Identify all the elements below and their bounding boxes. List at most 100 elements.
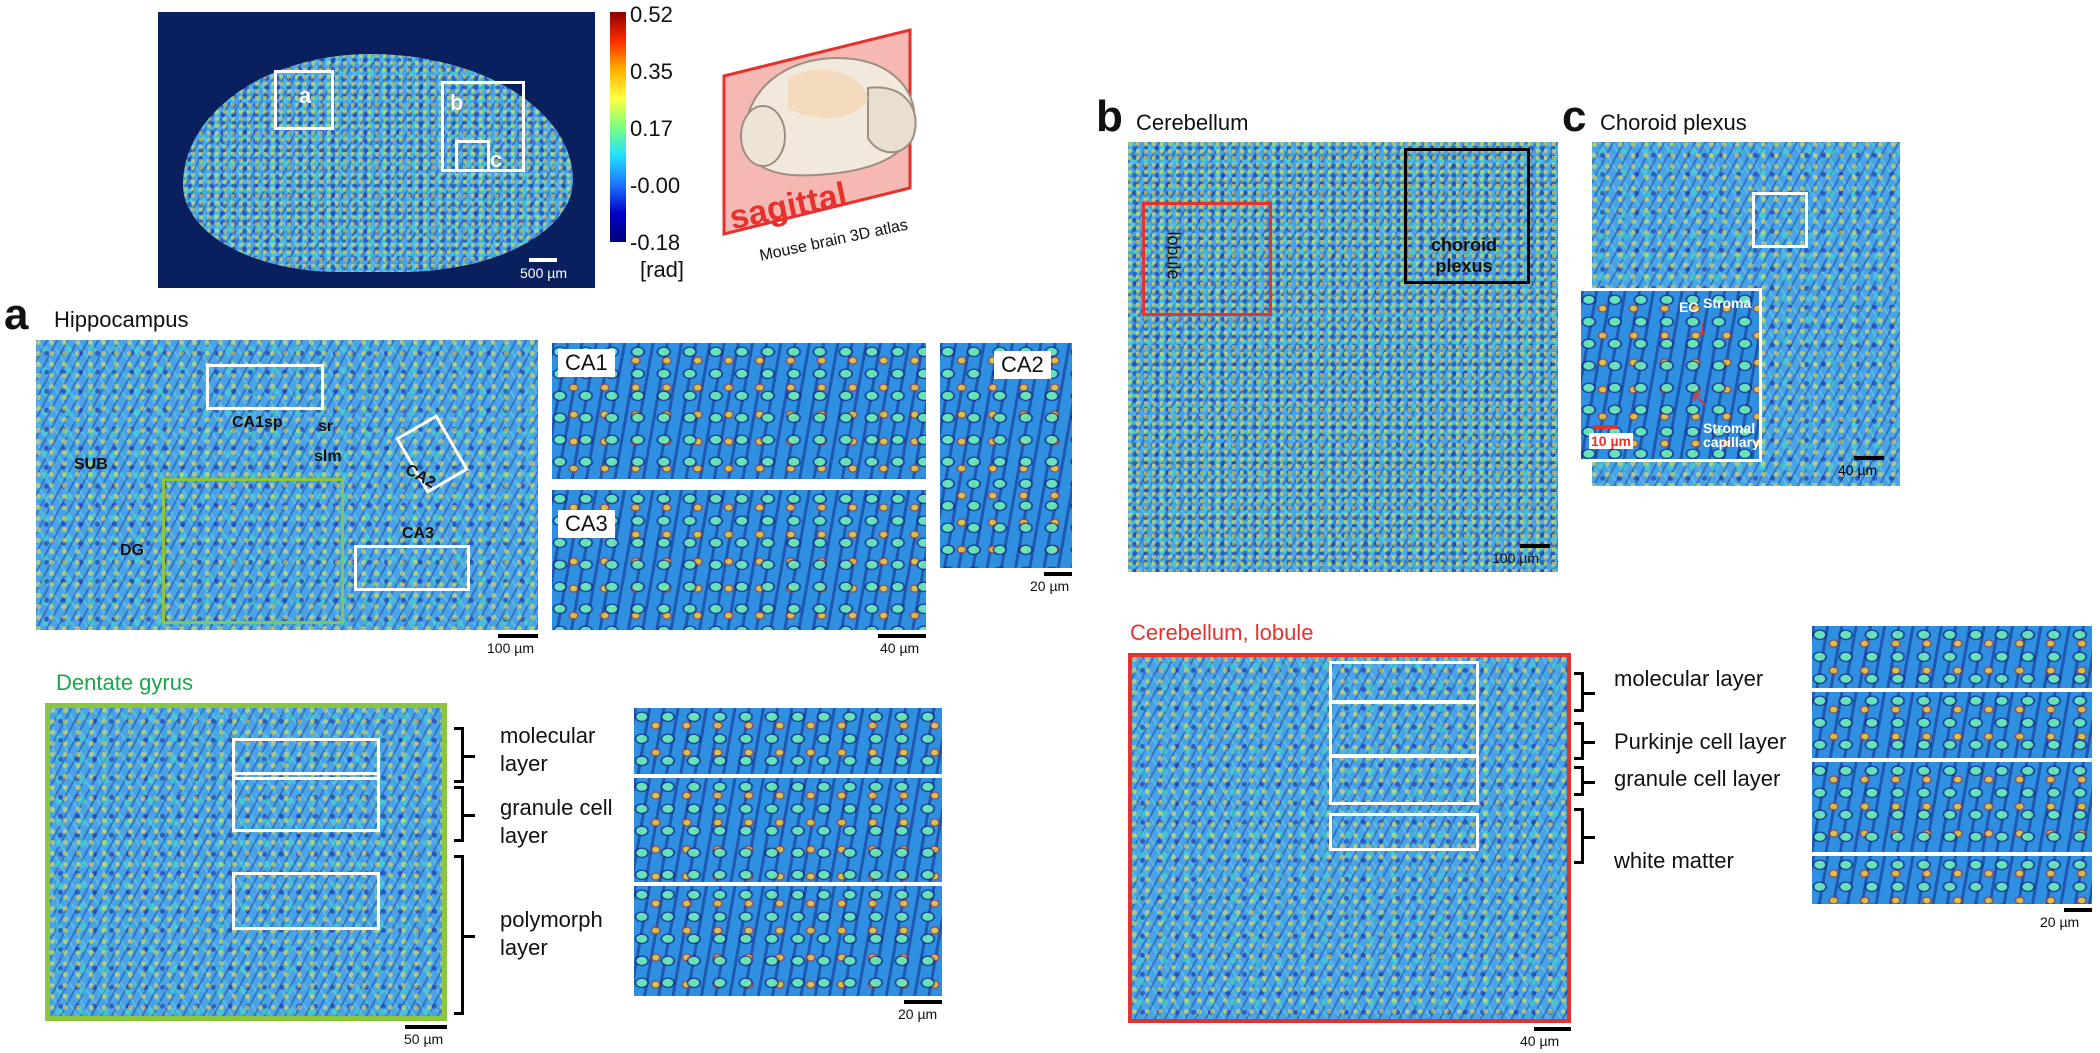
ec-label: EC: [1679, 299, 1699, 315]
lobule-image: [1128, 653, 1571, 1023]
panel-b-letter: b: [1096, 92, 1123, 141]
colorbar-tick-min: -0.18: [630, 230, 681, 255]
sagittal-brain-section: [183, 54, 573, 272]
label-sub: SUB: [74, 456, 108, 473]
dg-polymorph-brace: [454, 855, 475, 1015]
panel-a-letter: a: [4, 290, 29, 339]
ca1-box: [206, 364, 324, 410]
colorbar-unit: [rad]: [640, 257, 685, 282]
dg-polymorph-label: polymorph layer: [500, 907, 603, 960]
lobule-inset-scale-text: 20 µm: [2040, 914, 2080, 930]
dg-granule-box: [232, 772, 380, 832]
dentate-gyrus-image: [45, 703, 447, 1021]
dg-molecular-label: molecular layer: [500, 723, 596, 776]
lobule-label: lobule: [1163, 231, 1184, 280]
granule-layer-label: granule cell layer: [1614, 766, 1781, 791]
dg-box: [162, 478, 344, 624]
label-dg: DG: [120, 542, 144, 559]
purkinje-layer-label: Purkinje cell layer: [1614, 729, 1787, 754]
stromal-capillary-label: Stromal capillary: [1703, 420, 1760, 450]
white-matter-label: white matter: [1614, 848, 1734, 873]
molecular-box: [1329, 661, 1479, 703]
colorbar-tick-max: 0.52: [630, 2, 673, 27]
ca1-inset: CA1: [552, 343, 926, 479]
cerebellum-image: lobule choroid plexus 100 µm: [1128, 142, 1558, 572]
ca3-inset: CA3: [552, 490, 926, 630]
purkinje-box: [1329, 701, 1479, 757]
panel-c-title: Choroid plexus: [1600, 110, 1747, 135]
ca2-scale-text: 20 µm: [1030, 578, 1070, 594]
choroid-label: choroid plexus: [1431, 235, 1497, 276]
lobule-title: Cerebellum, lobule: [1130, 620, 1314, 645]
label-slm: slm: [314, 448, 342, 465]
overview-scale-bar: [529, 258, 557, 262]
granule-inset: [1812, 762, 2092, 852]
molecular-brace: [1574, 672, 1595, 712]
cerebellum-scale-text: 100 µm: [1492, 550, 1539, 566]
label-sr: sr: [318, 418, 334, 435]
panel-b-title: Cerebellum: [1136, 110, 1249, 135]
dg-inset-scale-text: 20 µm: [898, 1006, 938, 1022]
box-a: a: [274, 70, 334, 130]
dg-granule-brace: [454, 786, 475, 842]
dg-scale-bar: [405, 1025, 447, 1029]
ca3-box: [354, 545, 470, 591]
ca3-inset-label: CA3: [558, 510, 615, 538]
choroid-inset-scale-text: 10 µm: [1589, 433, 1633, 449]
choroid-box: choroid plexus: [1404, 148, 1530, 284]
dg-molecular-box: [232, 738, 380, 780]
hippocampus-scale-bar: [498, 634, 538, 638]
ca1-inset-label: CA1: [558, 349, 615, 377]
dg-granule-label: granule cell layer: [500, 795, 613, 848]
box-b-label: b: [450, 90, 464, 115]
ca2-inset: CA2: [940, 343, 1072, 568]
colorbar-tick-2: 0.35: [630, 59, 673, 84]
granule-brace: [1574, 766, 1595, 796]
atlas-illustration: [722, 28, 917, 236]
colorbar-tick-3: 0.17: [630, 116, 673, 141]
colorbar: [610, 12, 626, 242]
dg-polymorph-inset: [634, 886, 942, 996]
dg-polymorph-box: [232, 872, 380, 930]
dg-scale-text: 50 µm: [404, 1031, 444, 1047]
white-matter-brace: [1574, 808, 1595, 864]
ec-arrow-icon: ↓: [1697, 315, 1708, 340]
colorbar-tick-4: -0.00: [630, 173, 681, 198]
purkinje-inset: [1812, 692, 2092, 758]
ca-inset-scale-text: 40 µm: [880, 640, 920, 656]
lobule-inset-scale-bar: [2064, 908, 2092, 912]
overview-scale-text: 500 µm: [520, 265, 567, 281]
choroid-zoom-inset: EC Stroma ↓ ↖ Stromal capillary 10 µm: [1578, 288, 1762, 462]
panel-c-letter: c: [1562, 92, 1587, 141]
granule-box: [1329, 755, 1479, 805]
dg-inset-scale-bar: [904, 1000, 942, 1004]
lobule-scale-bar: [1534, 1027, 1571, 1031]
box-c-label: c: [490, 147, 503, 172]
dg-molecular-brace: [454, 727, 475, 783]
dg-granule-inset: [634, 778, 942, 882]
panel-a-title: Hippocampus: [54, 307, 189, 332]
label-ca3: CA3: [402, 525, 435, 542]
ca2-scale-bar: [1044, 572, 1072, 576]
overview-image: a b c 500 µm: [158, 12, 595, 288]
box-c: c: [455, 140, 502, 172]
dg-molecular-inset: [634, 708, 942, 774]
molecular-layer-label: molecular layer: [1614, 666, 1764, 691]
dentate-gyrus-title: Dentate gyrus: [56, 670, 193, 695]
molecular-inset: [1812, 626, 2092, 688]
lobule-scale-text: 40 µm: [1520, 1033, 1560, 1049]
capillary-arrow-icon: ↖: [1691, 387, 1710, 412]
hippocampus-image: CA1sp sr slm SUB CA2 DG CA3: [36, 340, 538, 630]
cerebellum-scale-bar: [1520, 544, 1550, 548]
choroid-inset-scale-bar: [1593, 425, 1617, 429]
lobule-box: lobule: [1142, 202, 1272, 316]
choroid-scale-text: 40 µm: [1838, 462, 1878, 478]
stroma-label: Stroma: [1703, 295, 1752, 311]
box-a-label: a: [299, 83, 312, 108]
white-matter-box: [1329, 813, 1479, 851]
label-ca1sp: CA1sp: [232, 414, 283, 431]
hippocampus-scale-text: 100 µm: [487, 640, 534, 656]
choroid-scale-bar: [1854, 456, 1884, 460]
ca2-inset-label: CA2: [994, 351, 1051, 379]
ca-inset-scale-bar: [878, 634, 926, 638]
